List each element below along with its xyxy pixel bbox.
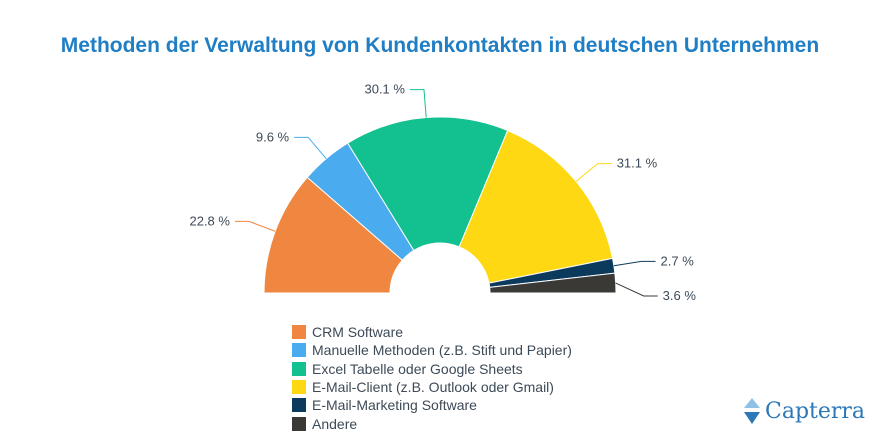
legend-swatch — [292, 361, 306, 376]
data-label-2: 30.1 % — [364, 82, 405, 97]
leader-line-4 — [613, 260, 656, 267]
leader-line-0 — [234, 220, 276, 232]
legend-swatch — [292, 416, 306, 431]
legend-label: E-Mail-Marketing Software — [312, 397, 477, 414]
legend-swatch — [292, 343, 306, 358]
legend-swatch — [292, 380, 306, 395]
legend-label: Excel Tabelle oder Google Sheets — [312, 360, 523, 377]
legend-item: Andere — [292, 414, 572, 432]
leader-line-1 — [294, 136, 327, 160]
legend-item: E-Mail-Marketing Software — [292, 396, 572, 414]
data-label-3: 31.1 % — [617, 156, 658, 171]
data-label-5: 3.6 % — [663, 288, 697, 303]
legend: CRM Software Manuelle Methoden (z.B. Stif… — [292, 323, 572, 433]
legend-item: CRM Software — [292, 323, 572, 341]
legend-label: Andere — [312, 415, 358, 432]
capterra-logo-text: Capterra — [765, 398, 866, 424]
legend-swatch — [292, 398, 306, 413]
legend-label: Manuelle Methoden (z.B. Stift und Papier… — [312, 342, 572, 359]
legend-label: CRM Software — [312, 324, 404, 341]
leader-line-3 — [575, 163, 612, 182]
capterra-logo: Capterra — [742, 397, 865, 425]
chart-title: Methoden der Verwaltung von Kundenkontak… — [60, 34, 820, 57]
data-label-4: 2.7 % — [661, 253, 695, 268]
legend-item: Manuelle Methoden (z.B. Stift und Papier… — [292, 341, 572, 359]
legend-label: E-Mail-Client (z.B. Outlook oder Gmail) — [312, 379, 554, 396]
data-label-0: 22.8 % — [189, 213, 230, 228]
legend-item: Excel Tabelle oder Google Sheets — [292, 360, 572, 378]
capterra-logo-icon — [744, 398, 760, 424]
slice-5 — [489, 272, 617, 294]
data-label-1: 9.6 % — [256, 129, 290, 144]
slice-0 — [263, 176, 404, 294]
leader-line-2 — [409, 89, 427, 118]
legend-swatch — [292, 325, 306, 340]
slice-2 — [347, 116, 509, 252]
slice-3 — [458, 129, 614, 284]
legend-item: E-Mail-Client (z.B. Outlook oder Gmail) — [292, 378, 572, 396]
leader-line-5 — [615, 282, 658, 297]
